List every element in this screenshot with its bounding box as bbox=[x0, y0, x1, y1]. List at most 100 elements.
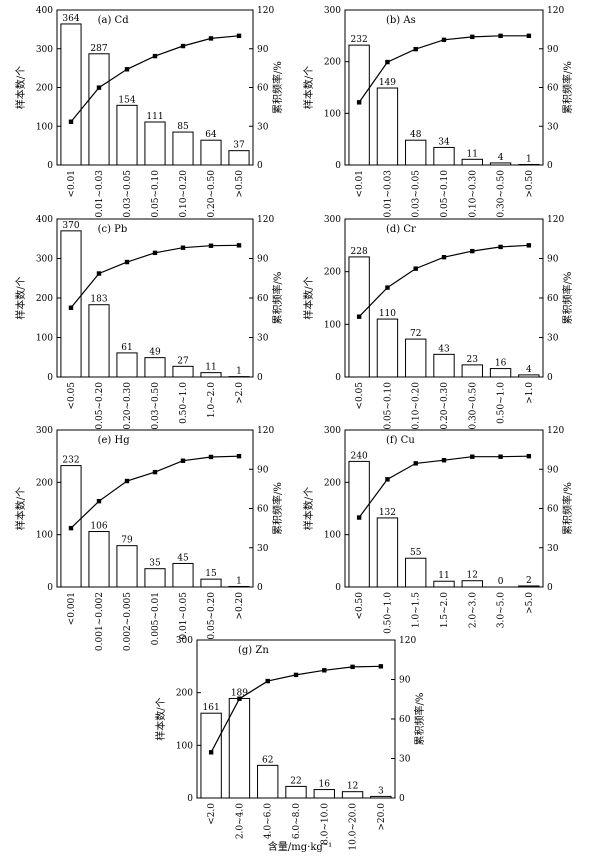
cumulative-point bbox=[293, 672, 299, 678]
x-tick-label: 2.0~3.0 bbox=[468, 592, 478, 628]
chart-panel: 01002003000306090120240<0.501320.50~1.05… bbox=[302, 426, 574, 634]
bar-value-label: 1 bbox=[526, 154, 532, 164]
y-tick-label: 0 bbox=[47, 373, 53, 383]
cumulative-point bbox=[236, 243, 242, 248]
bar bbox=[405, 338, 427, 378]
y2-tick-label: 90 bbox=[257, 255, 269, 265]
bar bbox=[200, 578, 222, 588]
cumulative-point bbox=[124, 259, 130, 265]
x-tick-label: 0.05~0.10 bbox=[383, 382, 393, 430]
y-axis-label: 样本数/个 bbox=[302, 276, 315, 319]
y2-tick-label: 0 bbox=[547, 161, 553, 171]
cumulative-point bbox=[526, 453, 532, 459]
x-tick-label: 1.0~1.5 bbox=[412, 592, 422, 628]
y-tick-label: 0 bbox=[47, 161, 53, 171]
bar-value-label: 110 bbox=[379, 309, 396, 319]
x-tick-label: >0.20 bbox=[235, 592, 245, 620]
y2-tick-label: 30 bbox=[257, 122, 269, 132]
bar-value-label: 2 bbox=[526, 576, 532, 586]
cumulative-point bbox=[441, 37, 447, 43]
bar-value-label: 149 bbox=[379, 78, 396, 88]
bar bbox=[461, 158, 483, 166]
y-tick-label: 300 bbox=[176, 636, 193, 646]
bar-value-label: 12 bbox=[347, 782, 358, 792]
y2-tick-label: 60 bbox=[547, 505, 559, 515]
cumulative-point bbox=[96, 498, 102, 504]
panel-title: (e) Hg bbox=[98, 435, 131, 446]
bar-value-label: 232 bbox=[351, 35, 368, 45]
bar-value-label: 1 bbox=[236, 367, 242, 377]
bar-value-label: 161 bbox=[203, 703, 220, 713]
cumulative-point bbox=[350, 664, 355, 670]
bar bbox=[433, 146, 455, 166]
x-tick-label: 0.20~0.50 bbox=[207, 170, 217, 218]
bar-value-label: 132 bbox=[379, 508, 396, 518]
bar-value-label: 79 bbox=[121, 536, 133, 546]
y-axis-label: 样本数/个 bbox=[302, 66, 315, 109]
bar bbox=[116, 352, 138, 378]
bar bbox=[433, 353, 455, 378]
y-tick-label: 100 bbox=[36, 334, 53, 344]
x-tick-label: <0.01 bbox=[355, 170, 365, 198]
y2-tick-label: 0 bbox=[547, 583, 553, 593]
cumulative-point bbox=[68, 525, 74, 531]
y2-tick-label: 90 bbox=[547, 45, 559, 55]
bar bbox=[518, 374, 540, 378]
y2-tick-label: 30 bbox=[547, 122, 559, 132]
x-axis-label: 含量/mg·kg⁻¹ bbox=[268, 840, 332, 853]
cumulative-point bbox=[180, 245, 186, 250]
y2-tick-label: 0 bbox=[257, 373, 263, 383]
bar-value-label: 16 bbox=[319, 780, 331, 790]
cumulative-point bbox=[413, 266, 418, 271]
bar-value-label: 111 bbox=[146, 112, 163, 122]
y2-tick-label: 120 bbox=[257, 426, 274, 436]
x-tick-label: <2.0 bbox=[207, 803, 217, 825]
y-tick-label: 100 bbox=[324, 320, 341, 330]
y-tick-label: 300 bbox=[36, 426, 53, 436]
y-tick-label: 100 bbox=[324, 109, 341, 119]
cumulative-point bbox=[413, 461, 418, 466]
x-tick-label: 0.005~0.01 bbox=[151, 592, 161, 645]
panel-title: (b) As bbox=[386, 15, 416, 26]
cumulative-point bbox=[180, 458, 186, 463]
cumulative-point bbox=[96, 271, 102, 276]
x-tick-label: 0.01~0.03 bbox=[95, 170, 105, 218]
bar bbox=[228, 585, 250, 588]
bar bbox=[348, 460, 370, 588]
y-tick-label: 200 bbox=[36, 478, 53, 488]
cumulative-point bbox=[68, 119, 74, 124]
panel-title: (c) Pb bbox=[98, 224, 128, 235]
bar bbox=[518, 585, 540, 588]
y2-tick-label: 120 bbox=[547, 215, 564, 225]
y2-axis-label: 累积频率/% bbox=[271, 61, 284, 114]
x-tick-label: <0.01 bbox=[67, 170, 77, 198]
x-tick-label: <0.50 bbox=[355, 592, 365, 620]
y-tick-label: 300 bbox=[36, 255, 53, 265]
y-tick-label: 300 bbox=[324, 6, 341, 16]
y2-tick-label: 30 bbox=[547, 334, 559, 344]
bar bbox=[257, 764, 279, 799]
y-tick-label: 100 bbox=[36, 122, 53, 132]
cumulative-point bbox=[96, 85, 102, 90]
cumulative-point bbox=[470, 454, 475, 459]
bar bbox=[376, 318, 399, 378]
x-tick-label: <0.001 bbox=[67, 592, 77, 625]
y2-tick-label: 60 bbox=[257, 505, 269, 515]
y-tick-label: 300 bbox=[324, 215, 341, 225]
bar-value-label: 3 bbox=[378, 786, 384, 796]
y2-tick-label: 90 bbox=[547, 255, 559, 265]
bar-value-label: 23 bbox=[467, 355, 479, 365]
bar bbox=[172, 131, 194, 166]
bar-value-label: 48 bbox=[410, 130, 422, 140]
cumulative-point bbox=[413, 46, 418, 52]
cumulative-point bbox=[180, 43, 186, 49]
bar bbox=[144, 568, 166, 588]
x-tick-label: 0.01~0.03 bbox=[383, 170, 393, 218]
cumulative-point bbox=[322, 668, 327, 673]
x-tick-label: 0.05~0.20 bbox=[207, 592, 217, 640]
y2-tick-label: 30 bbox=[547, 544, 559, 554]
x-tick-label: 0.03~0.05 bbox=[412, 170, 422, 218]
x-tick-label: 0.20~0.30 bbox=[440, 382, 450, 430]
y-tick-label: 0 bbox=[187, 794, 193, 804]
bar-value-label: 85 bbox=[177, 122, 189, 132]
